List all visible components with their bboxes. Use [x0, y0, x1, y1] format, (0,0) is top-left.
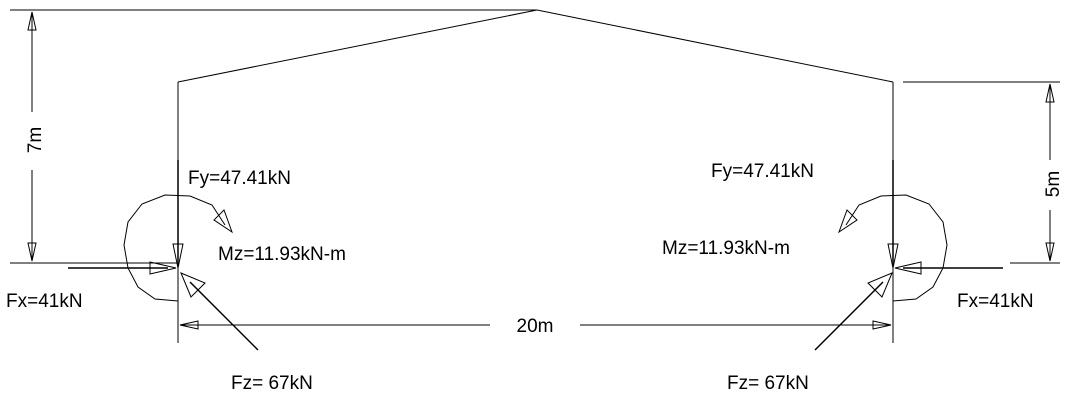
- span-dimension: 20m: [177, 300, 894, 343]
- left-dim-arrow-bottom: [27, 242, 37, 262]
- left-rafter: [177, 9, 538, 83]
- left-moment-arrow-head: [213, 209, 233, 234]
- left-fz-arrow-head: [180, 272, 206, 298]
- right-height-label: 5m: [1043, 171, 1064, 197]
- right-fz-arrow-shaft: [814, 281, 884, 351]
- left-fy-label: Fy=47.41kN: [188, 168, 291, 189]
- span-label: 20m: [517, 316, 554, 337]
- right-dim-arrow-top: [1045, 83, 1055, 103]
- left-fz-label: Fz= 67kN: [231, 373, 313, 393]
- left-fy-arrow-head: [172, 243, 184, 269]
- right-dim-arrow-bottom: [1045, 242, 1055, 262]
- left-height-label: 7m: [25, 127, 46, 153]
- left-fx-arrow-head: [149, 261, 177, 275]
- span-arrow-left: [179, 320, 199, 330]
- left-moment-arc: [123, 194, 226, 302]
- right-fx-label: Fx=41kN: [957, 291, 1034, 312]
- right-fy-label: Fy=47.41kN: [711, 161, 814, 182]
- right-fz-label: Fz= 67kN: [727, 373, 809, 393]
- right-fz-arrow-head: [867, 272, 893, 298]
- span-arrow-right: [872, 320, 892, 330]
- right-mz-label: Mz=11.93kN-m: [662, 238, 790, 259]
- left-mz-label: Mz=11.93kN-m: [218, 244, 346, 265]
- left-support-reactions: Fy=47.41kN Mz=11.93kN-m Fx=41kN Fz= 67kN: [6, 160, 346, 393]
- left-dim-arrow-top: [27, 11, 37, 31]
- left-fz-arrow-shaft: [189, 281, 259, 351]
- right-height-dimension: 5m: [903, 81, 1064, 264]
- right-moment-arrow-head: [838, 209, 858, 234]
- left-height-dimension: 7m: [10, 9, 537, 264]
- right-support-reactions: Fy=47.41kN Mz=11.93kN-m Fx=41kN Fz= 67kN: [662, 160, 1034, 393]
- right-moment-arc: [845, 194, 948, 302]
- left-fx-label: Fx=41kN: [6, 291, 83, 312]
- right-fx-arrow-head: [894, 261, 922, 275]
- right-rafter: [536, 9, 894, 83]
- right-fy-arrow-head: [887, 243, 899, 269]
